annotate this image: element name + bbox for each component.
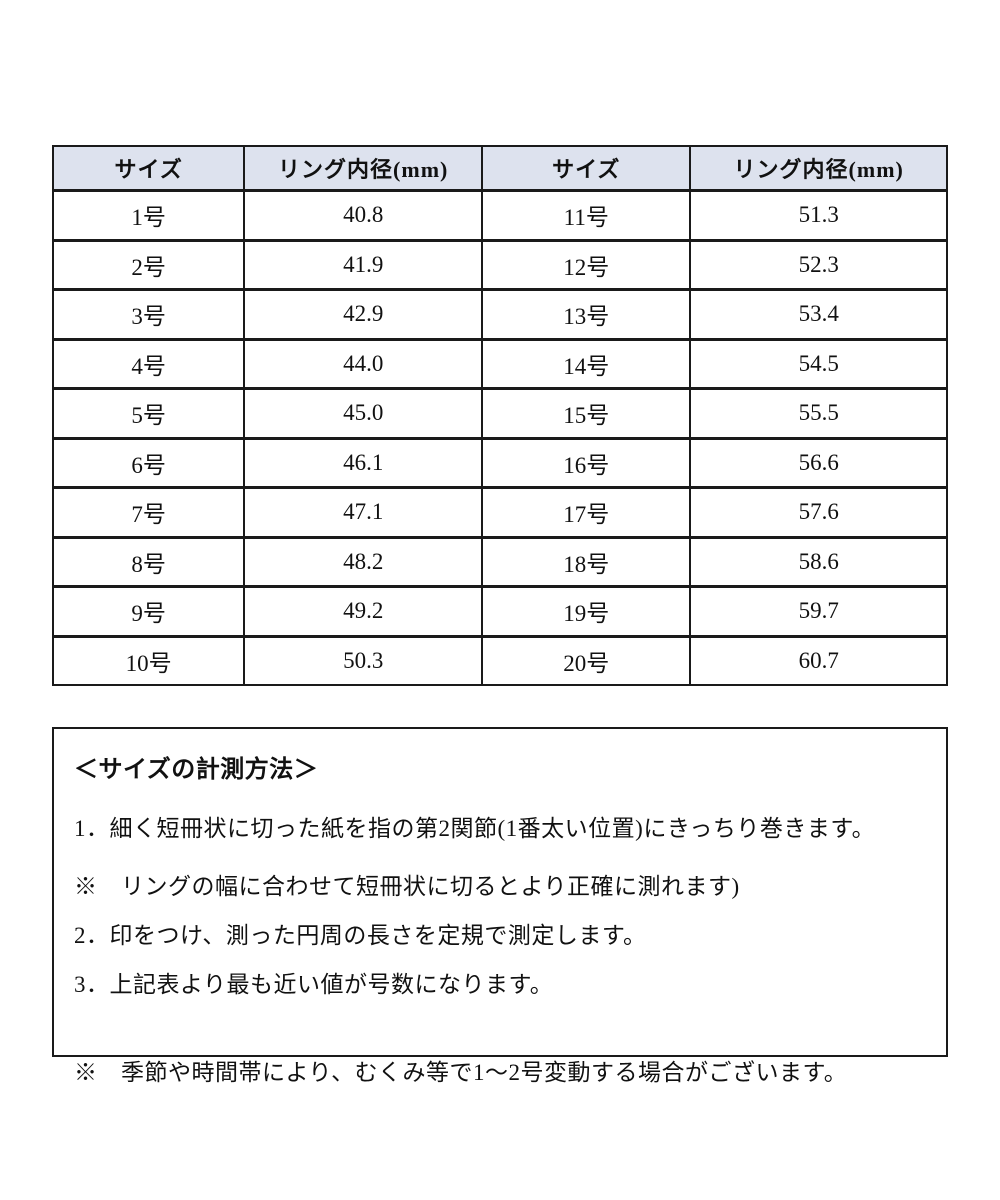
table-row: 1号 40.8 11号 51.3 xyxy=(51,189,948,241)
size-cell: 12号 xyxy=(481,238,692,291)
diameter-cell: 53.4 xyxy=(689,288,948,340)
size-cell: 20号 xyxy=(481,634,692,686)
size-cell: 6号 xyxy=(51,436,246,489)
diameter-cell: 58.6 xyxy=(689,535,948,588)
diameter-cell: 48.2 xyxy=(243,535,484,588)
diameter-cell: 55.5 xyxy=(689,387,948,439)
guide-step: 2．印をつけ、測った円周の長さを定規で測定します。 xyxy=(74,923,647,948)
guide-steps: 1．細く短冊状に切った紙を指の第2関節(1番太い位置)にきっちり巻きます。 ※ リ… xyxy=(74,809,926,999)
guide-note: ※ 季節や時間帯により、むくみ等で1～2号変動する場合がございます。 xyxy=(74,1060,848,1085)
size-cell: 2号 xyxy=(51,238,246,291)
diameter-cell: 47.1 xyxy=(243,486,484,538)
diameter-cell: 57.6 xyxy=(689,486,948,538)
diameter-cell: 59.7 xyxy=(689,585,948,637)
diameter-cell: 49.2 xyxy=(243,585,484,637)
diameter-cell: 60.7 xyxy=(689,634,948,686)
diameter-cell: 46.1 xyxy=(243,436,484,489)
table-row: 3号 42.9 13号 53.4 xyxy=(51,288,948,340)
size-cell: 18号 xyxy=(481,535,692,588)
size-cell: 8号 xyxy=(51,535,246,588)
guide-step: ※ リングの幅に合わせて短冊状に切るとより正確に測れます) xyxy=(74,874,740,899)
size-cell: 4号 xyxy=(51,337,246,390)
size-cell: 14号 xyxy=(481,337,692,390)
diameter-column-header: リング内径(mm) xyxy=(243,145,484,192)
size-cell: 16号 xyxy=(481,436,692,489)
table-row: 6号 46.1 16号 56.6 xyxy=(51,436,948,489)
size-cell: 10号 xyxy=(51,634,246,686)
guide-step: 1．細く短冊状に切った紙を指の第2関節(1番太い位置)にきっちり巻きます。 xyxy=(74,816,876,841)
size-column-header: サイズ xyxy=(481,145,692,192)
diameter-cell: 42.9 xyxy=(243,288,484,340)
table-header-row: サイズ リング内径(mm) サイズ リング内径(mm) xyxy=(51,145,948,192)
table-row: 8号 48.2 18号 58.6 xyxy=(51,535,948,588)
size-column-header: サイズ xyxy=(51,145,246,192)
diameter-cell: 56.6 xyxy=(689,436,948,489)
diameter-cell: 44.0 xyxy=(243,337,484,390)
table-row: 7号 47.1 17号 57.6 xyxy=(51,486,948,538)
table-row: 2号 41.9 12号 52.3 xyxy=(51,238,948,291)
diameter-cell: 54.5 xyxy=(689,337,948,390)
size-cell: 11号 xyxy=(481,189,692,241)
size-cell: 7号 xyxy=(51,486,246,538)
table-row: 10号 50.3 20号 60.7 xyxy=(51,634,948,686)
diameter-cell: 45.0 xyxy=(243,387,484,439)
guide-title: ＜サイズの計測方法＞ xyxy=(74,756,319,783)
measurement-guide-box: ＜サイズの計測方法＞ 1．細く短冊状に切った紙を指の第2関節(1番太い位置)にき… xyxy=(52,727,948,1085)
size-cell: 5号 xyxy=(51,387,246,439)
diameter-column-header: リング内径(mm) xyxy=(689,145,948,192)
table-row: 9号 49.2 19号 59.7 xyxy=(51,585,948,637)
size-cell: 17号 xyxy=(481,486,692,538)
table-row: 4号 44.0 14号 54.5 xyxy=(51,337,948,390)
size-cell: 1号 xyxy=(51,189,246,241)
table-row: 5号 45.0 15号 55.5 xyxy=(51,387,948,439)
size-cell: 9号 xyxy=(51,585,246,637)
guide-step: 3．上記表より最も近い値が号数になります。 xyxy=(74,972,554,997)
diameter-cell: 52.3 xyxy=(689,238,948,291)
size-cell: 19号 xyxy=(481,585,692,637)
diameter-cell: 50.3 xyxy=(243,634,484,686)
diameter-cell: 41.9 xyxy=(243,238,484,291)
diameter-cell: 51.3 xyxy=(689,189,948,241)
size-cell: 3号 xyxy=(51,288,246,340)
ring-size-table: サイズ リング内径(mm) サイズ リング内径(mm) 1号 40.8 11号 51.3 2号… xyxy=(51,145,948,686)
diameter-cell: 40.8 xyxy=(243,189,484,241)
size-cell: 15号 xyxy=(481,387,692,439)
size-cell: 13号 xyxy=(481,288,692,340)
